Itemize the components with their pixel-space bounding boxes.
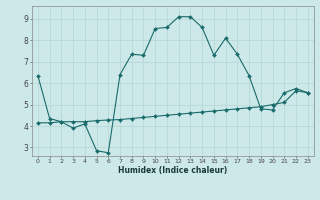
- X-axis label: Humidex (Indice chaleur): Humidex (Indice chaleur): [118, 166, 228, 175]
